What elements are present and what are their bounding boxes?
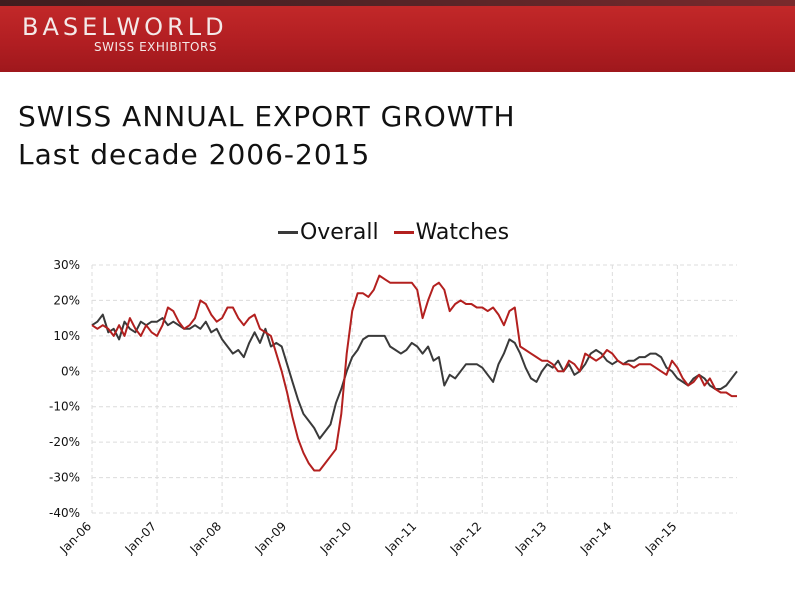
x-tick-label: Jan-14 — [577, 519, 615, 557]
y-tick-label: -30% — [49, 471, 80, 485]
legend-watches-label: Watches — [415, 219, 510, 245]
brand-logo: BASELWORLD — [22, 13, 228, 41]
x-axis-ticks: Jan-06 Jan-07 Jan-08 Jan-09 Jan-10 Jan-11 Jan-… — [57, 519, 680, 557]
x-tick-label: Jan-07 — [122, 519, 160, 557]
y-axis-ticks: 30% 20% 10% 0% -10% -20% -30% -40% — [49, 258, 80, 520]
legend-overall-label: Overall — [299, 219, 379, 245]
line-chart: 30% 20% 10% 0% -10% -20% -30% -40% Jan-06 Jan-07… — [49, 258, 738, 557]
page-title: SWISS ANNUAL EXPORT GROWTH — [18, 100, 516, 133]
legend-watches: Watches — [393, 219, 510, 247]
chart-lines — [91, 274, 738, 472]
x-tick-label: Jan-15 — [642, 519, 680, 557]
x-tick-label: Jan-08 — [187, 519, 225, 557]
y-tick-label: 0% — [61, 364, 80, 378]
header-banner: BASELWORLD SWISS EXHIBITORS — [0, 0, 795, 72]
x-tick-label: Jan-10 — [317, 519, 355, 557]
y-tick-label: 20% — [53, 293, 80, 307]
banner-top-strip — [0, 0, 795, 6]
page-subtitle: Last decade 2006-2015 — [18, 138, 371, 171]
y-tick-label: -40% — [49, 506, 80, 520]
brand-subtitle: SWISS EXHIBITORS — [94, 40, 217, 54]
legend-watches-swatch — [393, 231, 414, 234]
series-line-overall — [91, 313, 738, 440]
series-line-watches — [91, 274, 737, 472]
legend-overall: Overall — [277, 219, 379, 247]
x-tick-label: Jan-11 — [382, 519, 420, 557]
y-tick-label: -10% — [49, 400, 80, 414]
x-tick-label: Jan-06 — [57, 519, 95, 557]
y-tick-label: 30% — [53, 258, 80, 272]
x-tick-label: Jan-09 — [252, 519, 290, 557]
x-tick-label: Jan-13 — [512, 519, 550, 557]
legend-overall-swatch — [277, 231, 298, 234]
y-tick-label: 10% — [53, 329, 80, 343]
x-tick-label: Jan-12 — [447, 519, 485, 557]
chart-legend: Overall Watches — [0, 214, 795, 247]
chart-grid — [91, 264, 737, 514]
y-tick-label: -20% — [49, 435, 80, 449]
